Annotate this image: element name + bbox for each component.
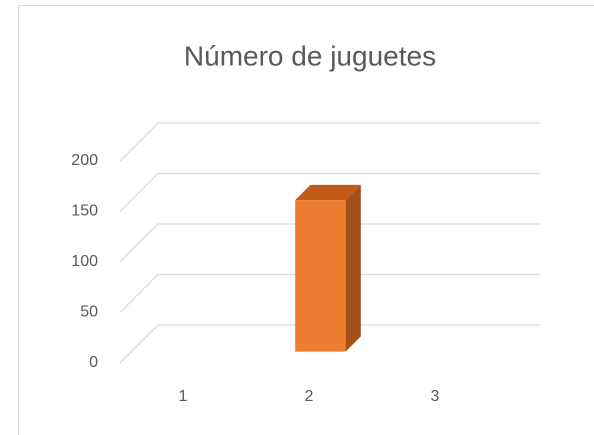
bar <box>295 200 346 352</box>
y-tick-label: 150 <box>71 203 98 220</box>
grid-line <box>119 122 540 162</box>
chart-title: Número de juguetes <box>184 40 436 71</box>
grid-line <box>119 172 540 212</box>
grid-line <box>119 324 540 364</box>
y-tick-label: 0 <box>89 354 98 371</box>
x-tick-label: 3 <box>431 388 440 405</box>
grid-line <box>119 273 540 313</box>
x-tick-label: 1 <box>179 388 188 405</box>
y-tick-label: 50 <box>80 304 98 321</box>
y-tick-label: 100 <box>71 253 98 270</box>
x-tick-label: 2 <box>305 388 314 405</box>
grid-line <box>119 223 540 263</box>
bar-top <box>295 184 361 201</box>
bar-side <box>345 184 361 352</box>
y-tick-label: 200 <box>71 152 98 169</box>
